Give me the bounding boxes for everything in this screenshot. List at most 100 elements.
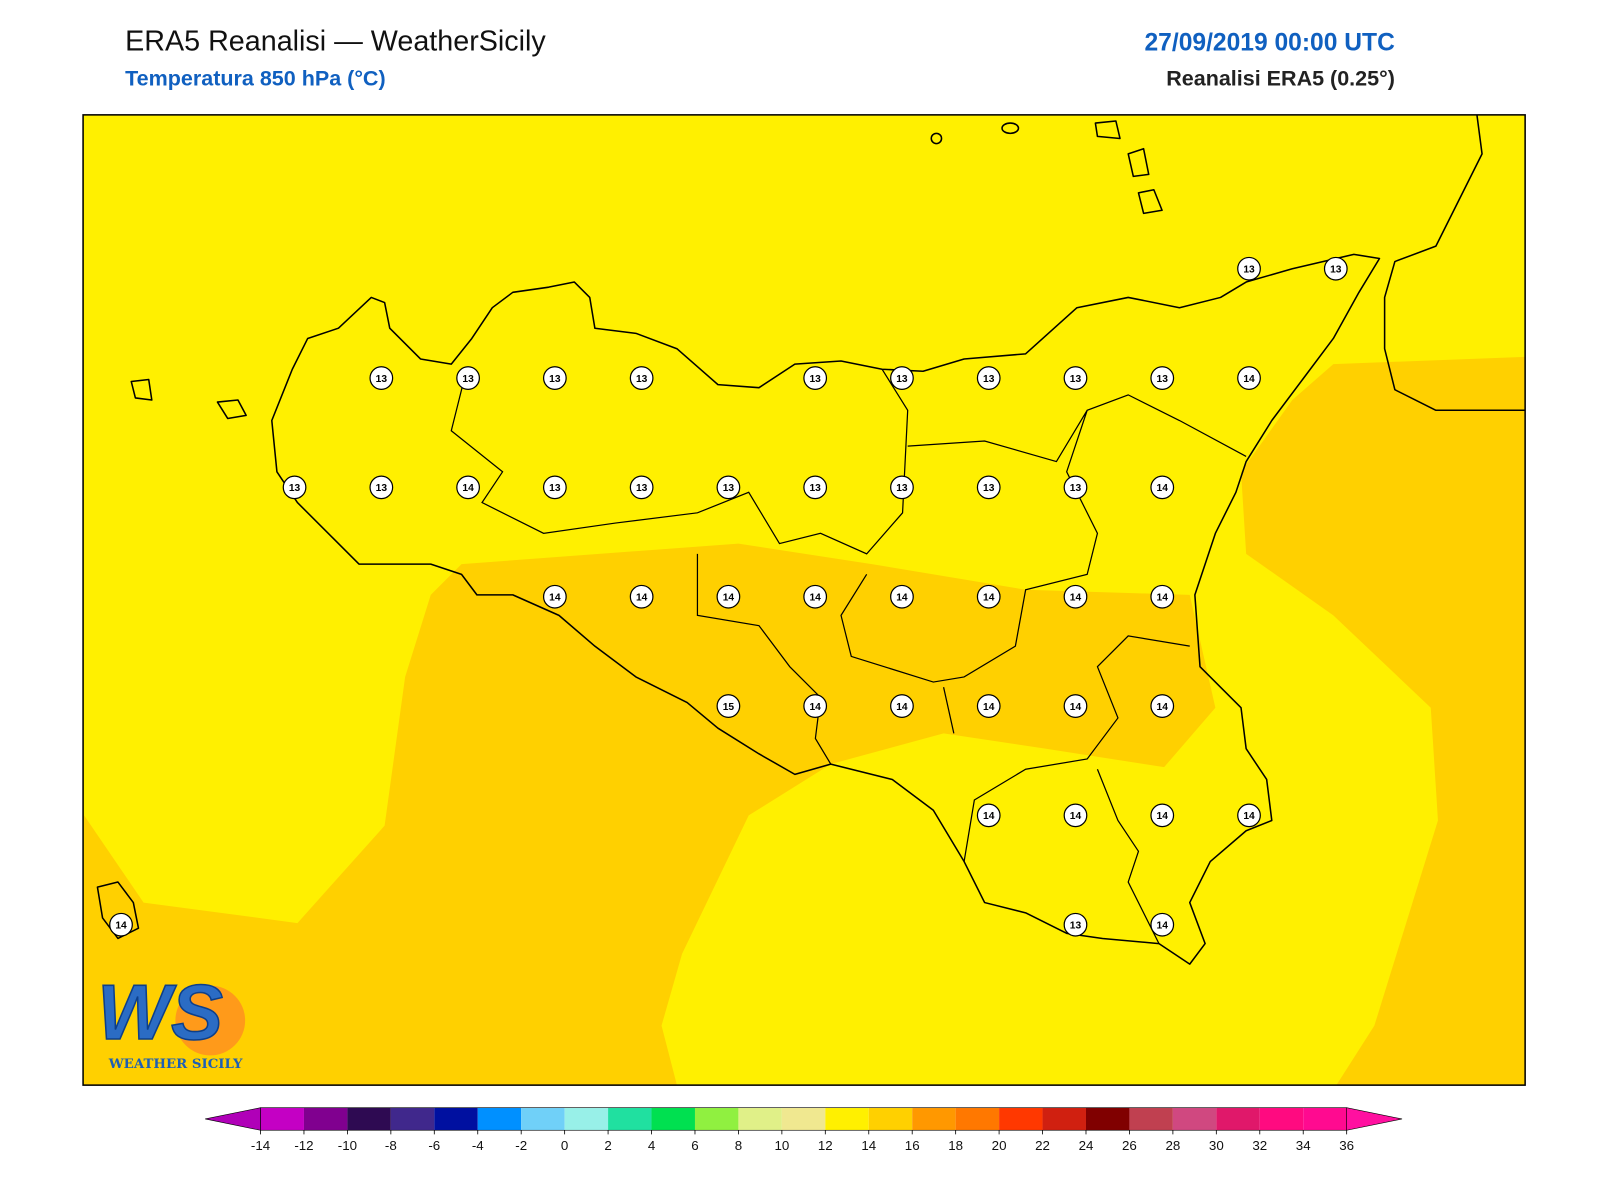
station-value: 15: [723, 702, 735, 713]
station-value: 13: [1243, 264, 1255, 275]
station-value: 14: [1157, 592, 1169, 603]
station-value: 13: [1157, 374, 1169, 385]
colorbar-bin: [1085, 1107, 1130, 1131]
colorbar-bin: [608, 1107, 652, 1131]
station-marker: [976, 803, 1001, 828]
station-value: 13: [289, 483, 301, 494]
station-value: 14: [1070, 592, 1082, 603]
source: Reanalisi ERA5 (0.25°): [1166, 67, 1395, 91]
station-value: 14: [723, 592, 735, 603]
station-value: 14: [809, 592, 821, 603]
station-value: 14: [896, 592, 908, 603]
field-14-16: [1241, 356, 1526, 1086]
coastline: [271, 253, 1381, 965]
station-value: 13: [376, 483, 388, 494]
colorbar-tick-label: 14: [861, 1138, 876, 1153]
colorbar-tick-label: -4: [472, 1138, 484, 1153]
station-marker: [890, 366, 914, 390]
station-value: 13: [549, 374, 561, 385]
colorbar-tick-label: 36: [1339, 1138, 1354, 1153]
station-marker: [1237, 366, 1261, 390]
station-marker: [1150, 475, 1175, 500]
island: [130, 378, 153, 401]
colorbar-bin: [999, 1107, 1043, 1131]
field: [83, 114, 1526, 1086]
station-marker: [1063, 584, 1088, 609]
colorbar-bin: [521, 1107, 565, 1131]
logo-sun: [175, 985, 246, 1056]
station-marker: [1237, 256, 1261, 281]
station-value: 14: [1243, 374, 1255, 385]
colorbar-tick-label: 26: [1122, 1138, 1137, 1153]
stations: 13 13 13 13 13 13 13 13 13 13 13 14 13 13 14 13 13 13 13 13…: [109, 256, 1348, 937]
station-value: 13: [549, 483, 561, 494]
station-value: 14: [1070, 702, 1082, 713]
colorbar: -14 -12 -10 -8 -6 -4 -2 0 2 4 6 8 10 12 14 16 18 20 22 24 26…: [205, 1107, 1403, 1153]
colorbar-bin: [781, 1107, 826, 1131]
colorbar-bin: [1303, 1107, 1347, 1131]
station-marker: [803, 694, 828, 718]
colorbar-tick-label: 24: [1079, 1138, 1094, 1153]
province-border: [450, 368, 1247, 944]
station-value: 13: [983, 483, 995, 494]
colorbar-bin: [912, 1107, 956, 1131]
station-value: 13: [1070, 483, 1082, 494]
station-marker: [976, 475, 1001, 500]
colorbar-tick-label: 16: [905, 1138, 920, 1153]
station-value: 14: [115, 920, 127, 931]
station-value: 13: [1330, 264, 1342, 275]
colorbar-bin: [651, 1107, 695, 1131]
station-marker: [803, 366, 828, 390]
station-marker: [1150, 694, 1175, 718]
logo-mark: WS: [97, 968, 223, 1056]
colorbar-bin: [260, 1107, 304, 1131]
station-value: 13: [636, 483, 648, 494]
colorbar-bin: [868, 1107, 913, 1131]
station-marker: [456, 366, 480, 390]
station-value: 13: [809, 374, 821, 385]
station-marker: [1063, 694, 1088, 718]
colorbar-bin: [434, 1107, 478, 1131]
colorbar-tick-label: 12: [818, 1138, 833, 1153]
colorbar-tick-label: 8: [735, 1138, 742, 1153]
station-marker: [1150, 584, 1175, 609]
colorbar-tick-label: -10: [338, 1138, 357, 1153]
station-value: 13: [1070, 374, 1082, 385]
colorbar-tick-label: -2: [515, 1138, 527, 1153]
station-value: 14: [1070, 811, 1082, 822]
colorbar-bin: [1129, 1107, 1173, 1131]
colorbar-bin: [825, 1107, 869, 1131]
station-marker: [456, 475, 480, 500]
colorbar-over: [1346, 1107, 1403, 1131]
station-marker: [976, 584, 1001, 609]
colorbar-bin: [303, 1107, 348, 1131]
station-value: 13: [462, 374, 474, 385]
station-marker: [976, 694, 1001, 718]
colorbar-frame: [260, 1107, 1347, 1131]
station-marker: [542, 584, 567, 609]
station-marker: [629, 475, 654, 500]
colorbar-tick-label: -12: [294, 1138, 313, 1153]
colorbar-under: [205, 1107, 261, 1131]
station-marker: [890, 584, 914, 609]
colorbar-tick-label: 10: [774, 1138, 789, 1153]
station-marker: [109, 912, 133, 937]
colorbar-bin: [564, 1107, 609, 1131]
station-marker: [803, 475, 828, 500]
island: [1001, 122, 1020, 135]
colorbar-tick-label: -8: [385, 1138, 397, 1153]
colorbar-bin: [955, 1107, 1000, 1131]
logo-text: WEATHER SICILY: [108, 1056, 243, 1072]
island: [1127, 147, 1150, 178]
station-value: 14: [1243, 811, 1255, 822]
station-marker: [1063, 475, 1088, 500]
colorbar-tick-label: 0: [561, 1138, 568, 1153]
colorbar-tick-label: -6: [428, 1138, 440, 1153]
station-marker: [1237, 803, 1261, 828]
station-marker: [542, 475, 567, 500]
colorbar-tick-label: -14: [251, 1138, 271, 1153]
datetime: 27/09/2019 00:00 UTC: [1144, 30, 1395, 57]
island: [216, 399, 247, 420]
station-value: 14: [549, 592, 561, 603]
